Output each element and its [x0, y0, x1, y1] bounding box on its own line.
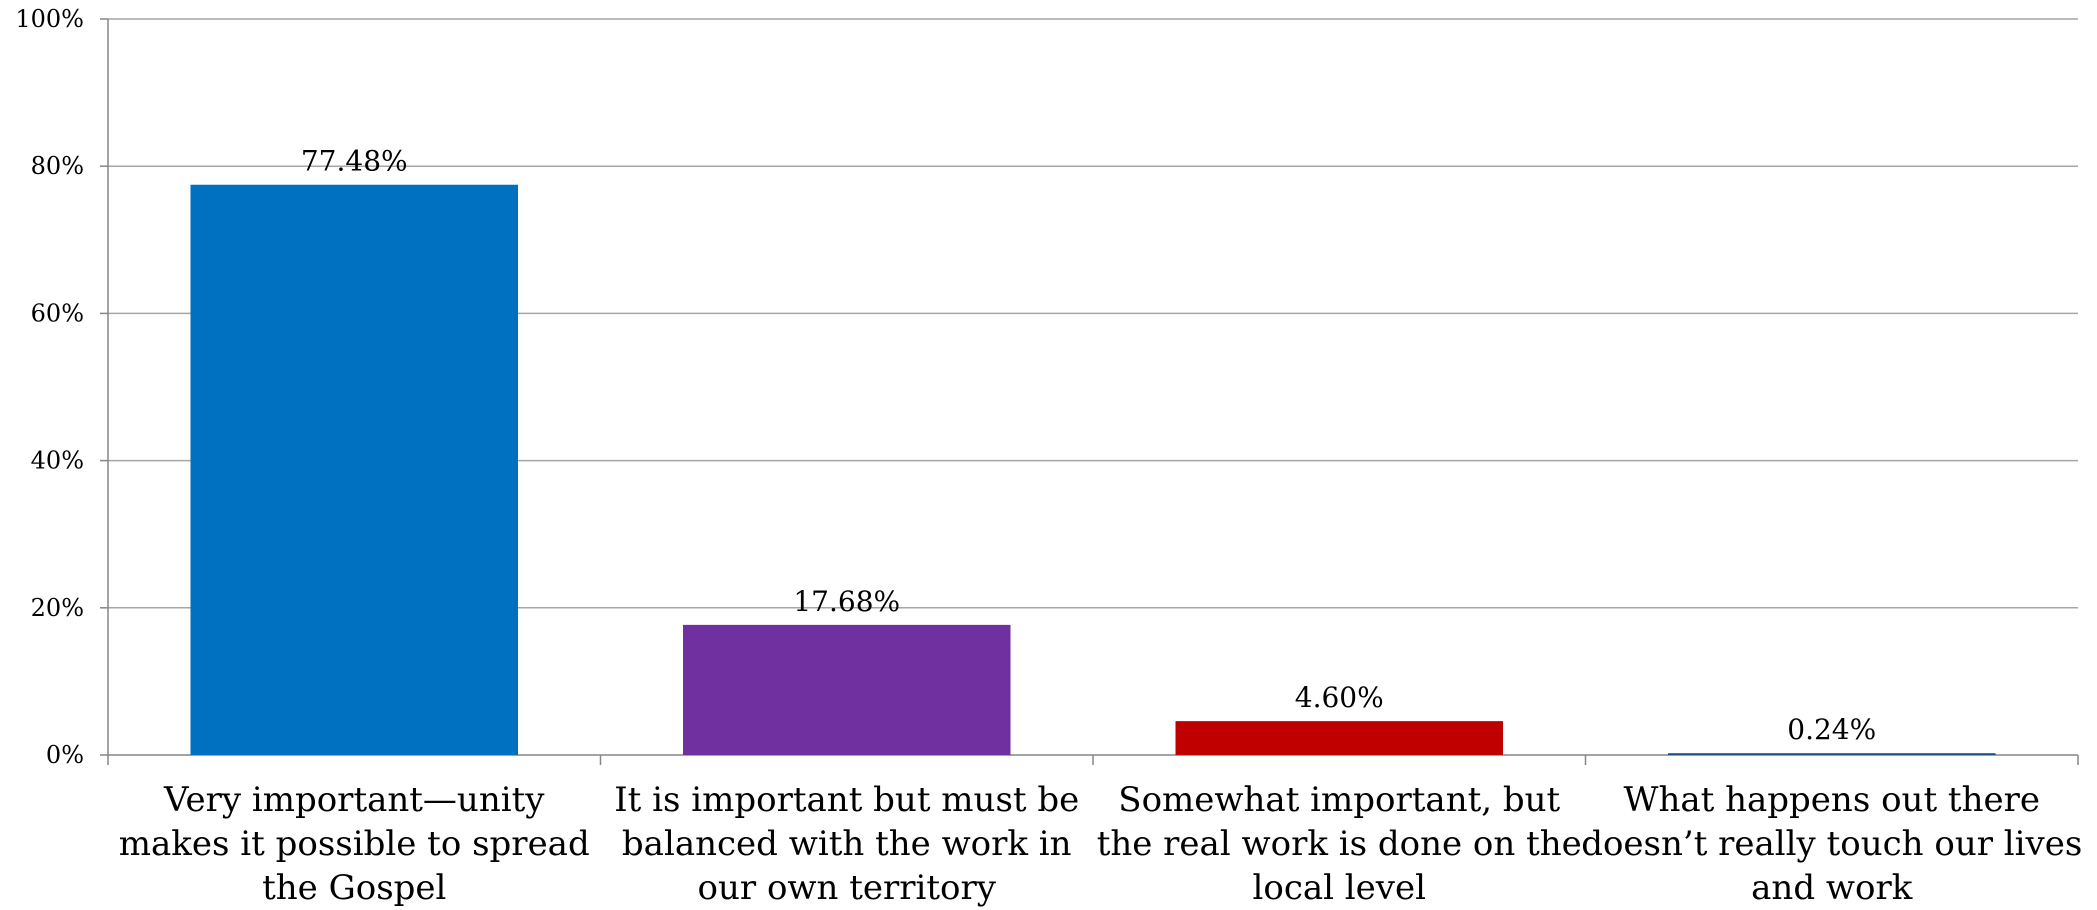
x-category-label-line: What happens out there: [1624, 780, 2040, 820]
x-category-label: Very important—unity makes it possible to…: [119, 780, 590, 908]
x-category-label-line: makes it possible to spread: [119, 824, 590, 864]
data-label: 77.48%: [301, 145, 408, 178]
x-category-label: What happens out there doesn’t really tou…: [1581, 780, 2082, 908]
x-category-label-line: and work: [1751, 868, 1913, 908]
x-category-label-line: doesn’t really touch our lives: [1581, 824, 2082, 864]
y-tick-label: 20%: [31, 594, 84, 622]
bar: [190, 184, 519, 755]
data-label: 4.60%: [1295, 681, 1384, 714]
y-tick-label: 0%: [46, 741, 84, 769]
x-category-label: Somewhat important, but the real work is …: [1097, 780, 1582, 908]
x-category-label-line: Very important—unity: [163, 780, 545, 820]
y-tick-label: 60%: [31, 299, 84, 327]
bar: [1667, 753, 1996, 755]
data-label: 17.68%: [793, 585, 900, 618]
y-tick-label: 40%: [31, 447, 84, 475]
x-category-label-line: local level: [1252, 868, 1426, 908]
bar: [1175, 721, 1504, 755]
x-category-label-line: balanced with the work in: [622, 824, 1072, 864]
x-category-label-line: our own territory: [698, 868, 997, 908]
labels: 0% 20% 40% 60% 80% 100% 77.48% Very important—u…: [15, 5, 2082, 908]
x-category-label-line: the Gospel: [262, 868, 446, 908]
data-label: 0.24%: [1787, 713, 1876, 746]
x-category-label-line: the real work is done on the: [1097, 824, 1582, 864]
bars: [190, 184, 1996, 755]
x-category-label: It is important but must be balanced with…: [614, 780, 1079, 908]
x-category-label-line: It is important but must be: [614, 780, 1079, 820]
y-tick-label: 100%: [15, 5, 84, 33]
x-category-label-line: Somewhat important, but: [1118, 780, 1560, 820]
y-tick-label: 80%: [31, 152, 84, 180]
bar: [682, 624, 1011, 755]
